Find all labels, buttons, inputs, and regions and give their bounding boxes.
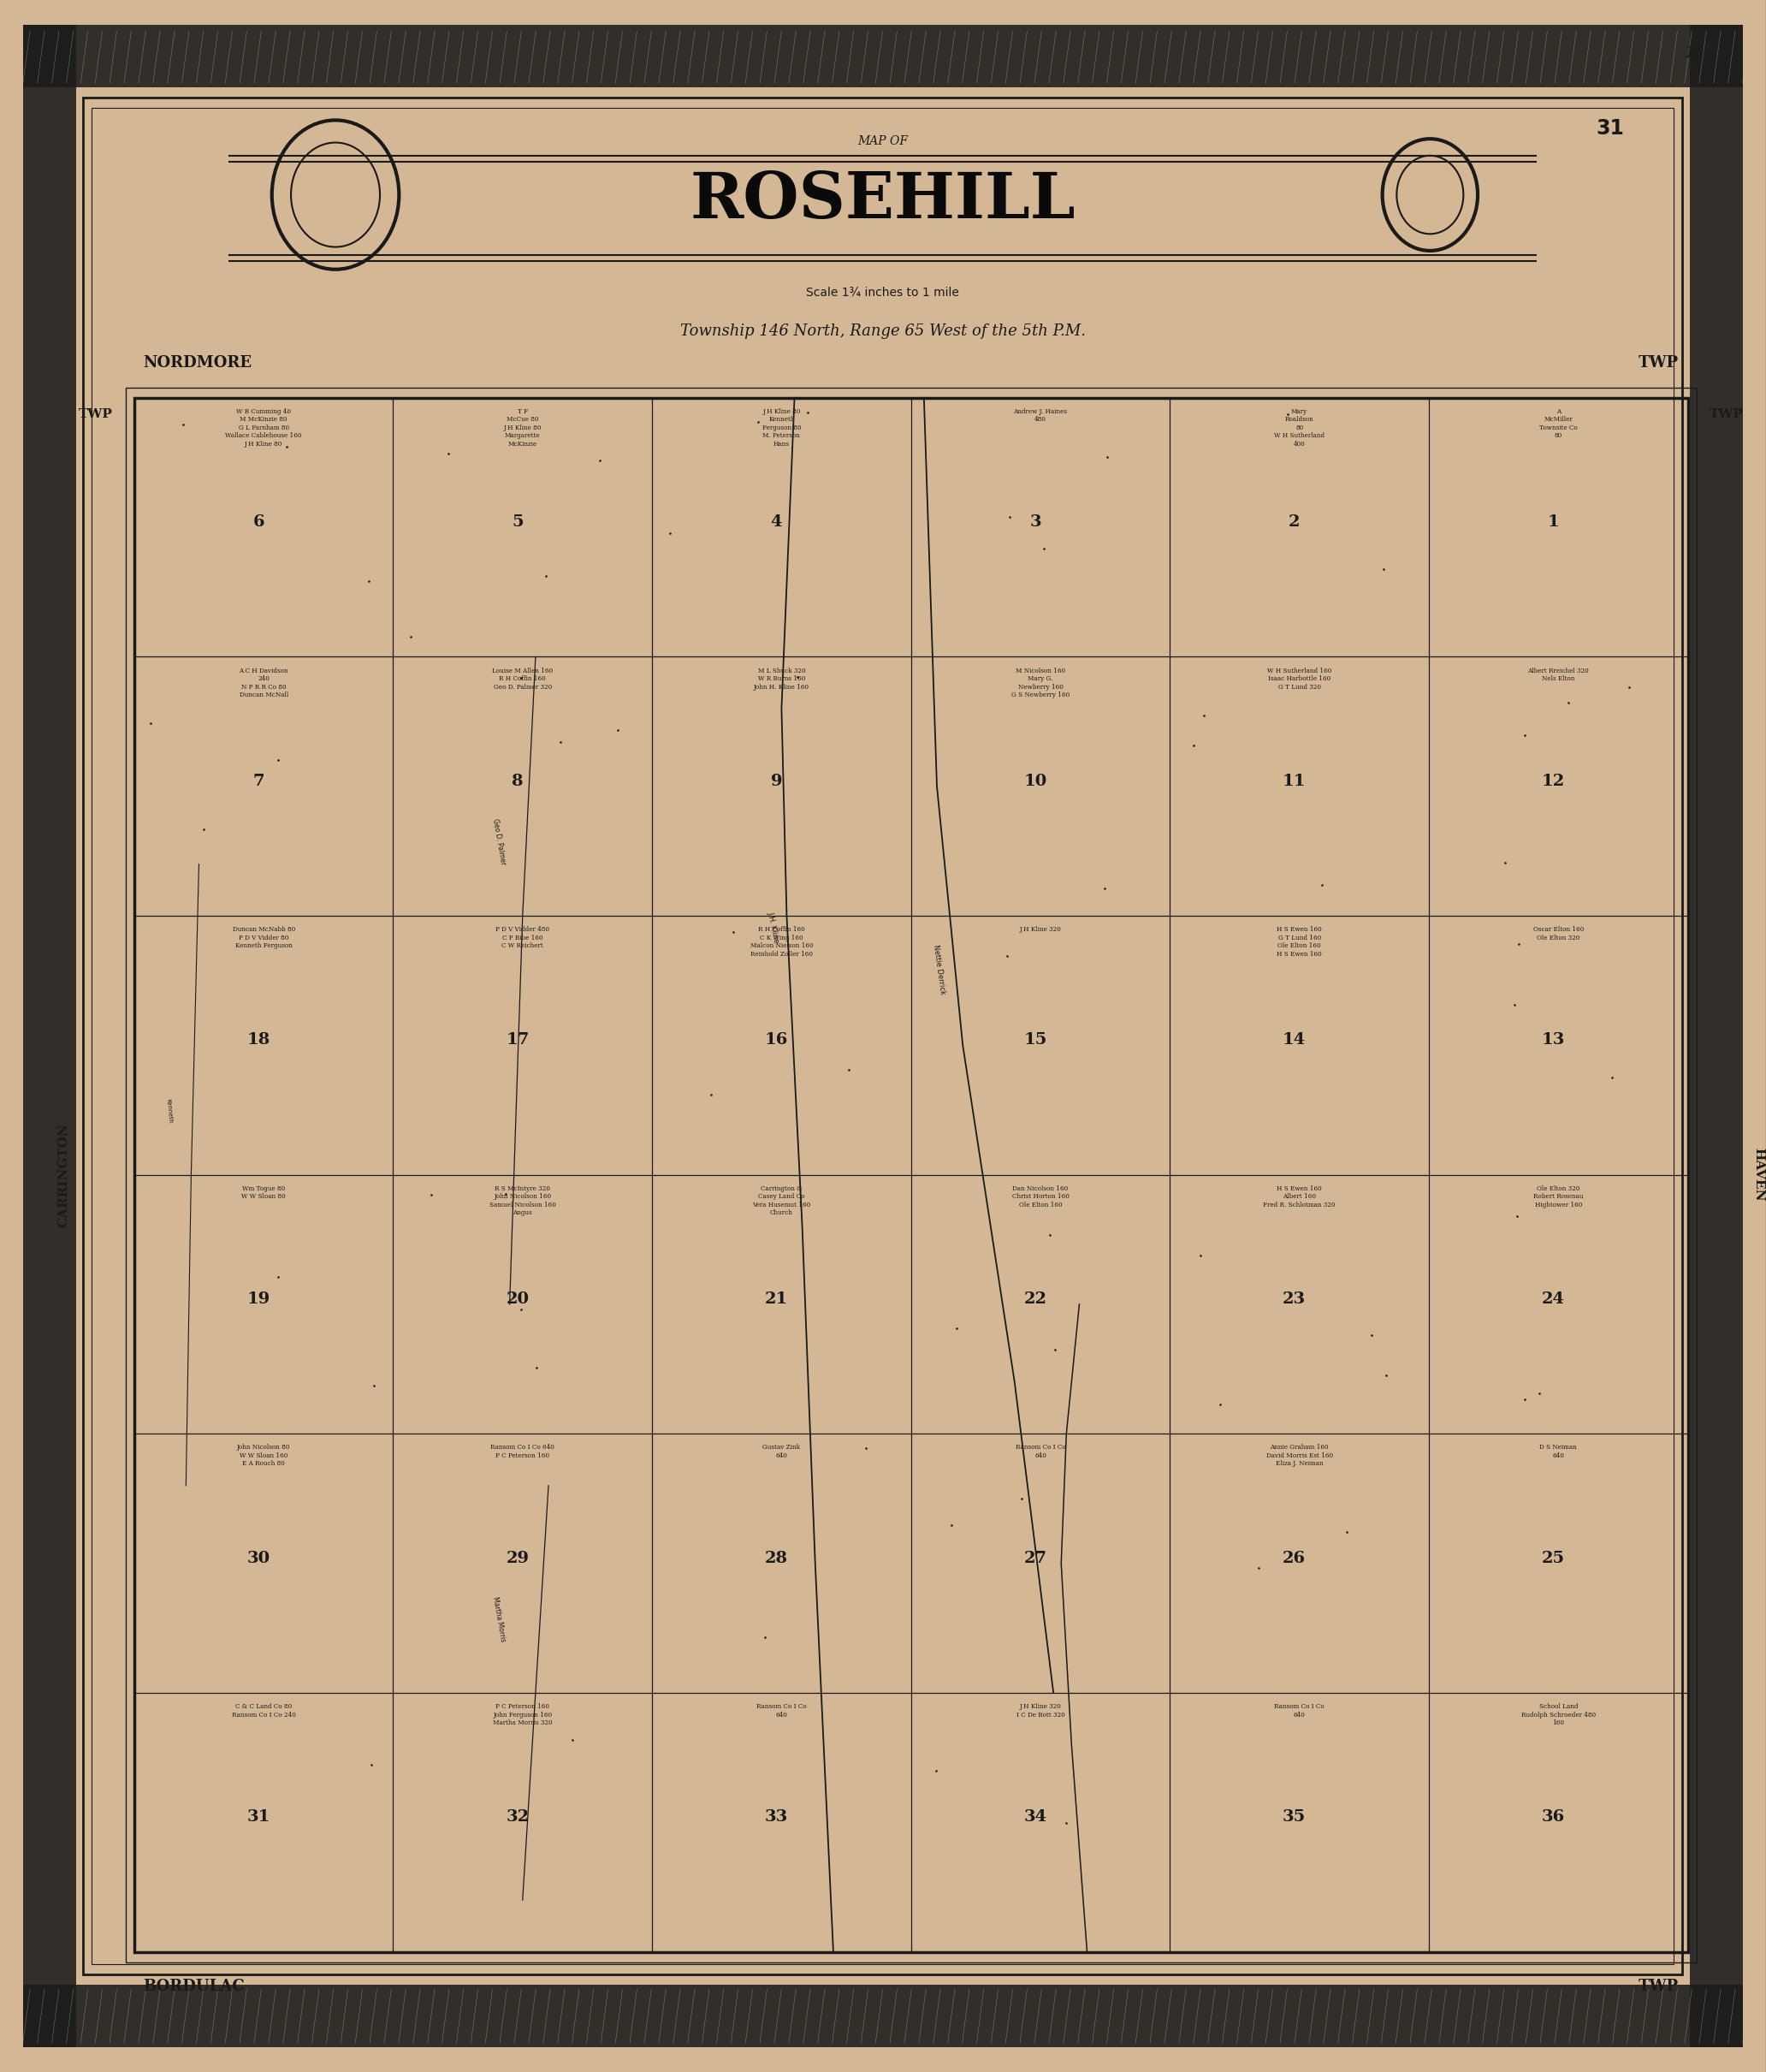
Text: R S McIntyre 320
John Nicolson 160
Samuel Nicolson 160
Angus: R S McIntyre 320 John Nicolson 160 Samue…	[489, 1185, 556, 1216]
Text: Ransom Co I Co
640: Ransom Co I Co 640	[1275, 1703, 1324, 1718]
Bar	[23, 25, 1743, 87]
Text: Duncan McNabb 80
P D V Vidder 80
Kenneth Ferguson: Duncan McNabb 80 P D V Vidder 80 Kenneth…	[233, 926, 295, 949]
Text: Andrew J. Haines
480: Andrew J. Haines 480	[1014, 408, 1067, 423]
Text: 8: 8	[512, 773, 523, 789]
Text: 10: 10	[1024, 773, 1047, 789]
Text: 5: 5	[512, 514, 523, 530]
Text: Wm Togue 80
W W Sloan 80: Wm Togue 80 W W Sloan 80	[242, 1185, 286, 1200]
Text: A
McMiller
Townsite Co
80: A McMiller Townsite Co 80	[1540, 408, 1577, 439]
Text: Geo D. Palmer: Geo D. Palmer	[491, 818, 507, 866]
Text: 31: 31	[247, 1809, 270, 1825]
Bar	[92, 108, 1674, 1964]
Text: D S Neiman
640: D S Neiman 640	[1540, 1444, 1577, 1459]
Bar	[23, 25, 76, 2047]
Text: J H Kline 320: J H Kline 320	[1019, 926, 1061, 932]
Text: 24: 24	[1542, 1291, 1565, 1307]
Text: Annie Graham 160
David Morris Est 160
Eliza J. Neiman: Annie Graham 160 David Morris Est 160 El…	[1266, 1444, 1333, 1467]
Text: Ransom Co I Co
640: Ransom Co I Co 640	[756, 1703, 807, 1718]
Text: 7: 7	[253, 773, 265, 789]
Text: TWP: TWP	[1709, 408, 1743, 421]
Text: 19: 19	[247, 1291, 270, 1307]
Text: P C Peterson 160
John Ferguson 160
Martha Morris 320: P C Peterson 160 John Ferguson 160 Marth…	[493, 1703, 553, 1726]
Text: 20: 20	[505, 1291, 530, 1307]
Text: 1: 1	[1547, 514, 1559, 530]
Text: Ransom Co I Co
640: Ransom Co I Co 640	[1015, 1444, 1065, 1459]
Text: 22: 22	[1024, 1291, 1047, 1307]
Text: Mary
Roaldson
80
W H Sutherland
400: Mary Roaldson 80 W H Sutherland 400	[1273, 408, 1324, 448]
Text: 27: 27	[1024, 1550, 1047, 1566]
Bar	[23, 1985, 1743, 2047]
Bar	[1690, 25, 1743, 2047]
Text: 13: 13	[1542, 1032, 1565, 1048]
Text: 6: 6	[253, 514, 265, 530]
Text: Nettie Derrick: Nettie Derrick	[932, 945, 947, 995]
Text: 11: 11	[1282, 773, 1307, 789]
Text: 34: 34	[1024, 1809, 1047, 1825]
Text: 25: 25	[1542, 1550, 1565, 1566]
Text: 32: 32	[505, 1809, 530, 1825]
Text: 14: 14	[1282, 1032, 1305, 1048]
Text: 21: 21	[765, 1291, 788, 1307]
Text: Gustav Zink
640: Gustav Zink 640	[763, 1444, 800, 1459]
Text: W H Sutherland 160
Isaac Harbottle 160
G T Lund 320: W H Sutherland 160 Isaac Harbottle 160 G…	[1268, 667, 1332, 690]
Text: 36: 36	[1542, 1809, 1565, 1825]
Text: 30: 30	[247, 1550, 270, 1566]
Text: Louise M Allen 160
R H Coffin 160
Geo D. Palmer 320: Louise M Allen 160 R H Coffin 160 Geo D.…	[493, 667, 553, 690]
Text: 9: 9	[770, 773, 782, 789]
Text: Ole Elton 320
Robert Rosenau
Hightower 160: Ole Elton 320 Robert Rosenau Hightower 1…	[1533, 1185, 1584, 1208]
Text: W B Cumming 40
M McKinzie 80
G L Farnham 80
Wallace Cablehouse 160
J H Kline 80: W B Cumming 40 M McKinzie 80 G L Farnham…	[226, 408, 302, 448]
Text: Kenneth: Kenneth	[166, 1098, 173, 1123]
Bar	[134, 398, 1688, 1952]
Text: 15: 15	[1685, 46, 1704, 60]
Text: Ransom Co I Co 640
P C Peterson 160: Ransom Co I Co 640 P C Peterson 160	[491, 1444, 555, 1459]
Text: A C H Davidson
240
N P R R Co 80
Duncan McNall: A C H Davidson 240 N P R R Co 80 Duncan …	[238, 667, 288, 698]
Text: C & C Land Co 80
Ransom Co I Co 240: C & C Land Co 80 Ransom Co I Co 240	[231, 1703, 295, 1718]
Text: Scale 1¾ inches to 1 mile: Scale 1¾ inches to 1 mile	[807, 286, 959, 298]
Text: R H Coffin 160
C K Wing 160
Malcon Nielson 160
Reinhold Zoller 160: R H Coffin 160 C K Wing 160 Malcon Niels…	[751, 926, 812, 957]
Text: M L Shuck 320
W R Burns 160
John H. Kline 160: M L Shuck 320 W R Burns 160 John H. Klin…	[754, 667, 809, 690]
Text: 12: 12	[1542, 773, 1565, 789]
Text: TWP: TWP	[1639, 1979, 1679, 1993]
Text: 35: 35	[1282, 1809, 1305, 1825]
Bar	[125, 387, 1697, 1962]
Text: 17: 17	[505, 1032, 530, 1048]
Text: 18: 18	[247, 1032, 270, 1048]
Text: 16: 16	[765, 1032, 788, 1048]
Text: John Nicolson 80
W W Sloan 160
E A Rouch 80: John Nicolson 80 W W Sloan 160 E A Rouch…	[237, 1444, 290, 1467]
Text: J.H. Kline: J.H. Kline	[766, 910, 781, 943]
Text: Carrington &
Casey Land Co
Vera Husemut 160
Church: Carrington & Casey Land Co Vera Husemut …	[752, 1185, 811, 1216]
Text: 33: 33	[765, 1809, 788, 1825]
Text: Township 146 North, Range 65 West of the 5th P.M.: Township 146 North, Range 65 West of the…	[680, 323, 1086, 340]
Text: Martha Morris: Martha Morris	[491, 1595, 507, 1643]
Text: P D V Vidder 480
C P Bibe 160
C W Reichert: P D V Vidder 480 C P Bibe 160 C W Reiche…	[496, 926, 549, 949]
Text: TWP: TWP	[78, 408, 113, 421]
Text: J H Kline 80
Kenneth
Ferguson 80
M. Peterson
Hans: J H Kline 80 Kenneth Ferguson 80 M. Pete…	[761, 408, 802, 448]
Text: Oscar Elton 160
Ole Elton 320: Oscar Elton 160 Ole Elton 320	[1533, 926, 1584, 941]
Text: CARRINGTON: CARRINGTON	[58, 1123, 69, 1227]
Text: 3: 3	[1030, 514, 1042, 530]
Text: ROSEHILL: ROSEHILL	[691, 170, 1075, 232]
Text: 4: 4	[770, 514, 782, 530]
Text: 2: 2	[1289, 514, 1300, 530]
Text: 31: 31	[1596, 118, 1625, 139]
Text: H S Ewen 160
Albert 160
Fred R. Schlotman 320: H S Ewen 160 Albert 160 Fred R. Schlotma…	[1263, 1185, 1335, 1208]
Text: 23: 23	[1282, 1291, 1305, 1307]
Text: M Nicolson 160
Mary G.
Newberry 160
G S Newberry 160: M Nicolson 160 Mary G. Newberry 160 G S …	[1012, 667, 1070, 698]
Text: 28: 28	[765, 1550, 788, 1566]
Text: TWP: TWP	[1639, 356, 1679, 371]
Text: 26: 26	[1282, 1550, 1305, 1566]
Text: BORDULAC: BORDULAC	[143, 1979, 245, 1993]
Text: 15: 15	[1024, 1032, 1047, 1048]
Text: 29: 29	[505, 1550, 530, 1566]
Text: MAP OF: MAP OF	[858, 135, 908, 147]
Text: School Land
Rudolph Schroeder 480
160: School Land Rudolph Schroeder 480 160	[1521, 1703, 1596, 1726]
Text: J H Kline 320
I C De Bott 320: J H Kline 320 I C De Bott 320	[1015, 1703, 1065, 1718]
Text: Albert Rreichel 320
Nels Elton: Albert Rreichel 320 Nels Elton	[1528, 667, 1589, 682]
Text: HAVEN: HAVEN	[1752, 1148, 1764, 1202]
Text: NORDMORE: NORDMORE	[143, 356, 253, 371]
Text: Dan Nicolson 160
Christ Horton 160
Ole Elton 160: Dan Nicolson 160 Christ Horton 160 Ole E…	[1012, 1185, 1068, 1208]
Text: T F
McCue 80
J H Kline 80
Margarette
McKinzie: T F McCue 80 J H Kline 80 Margarette McK…	[503, 408, 542, 448]
Text: H S Ewen 160
G T Lund 160
Ole Elton 160
H S Ewen 160: H S Ewen 160 G T Lund 160 Ole Elton 160 …	[1277, 926, 1323, 957]
